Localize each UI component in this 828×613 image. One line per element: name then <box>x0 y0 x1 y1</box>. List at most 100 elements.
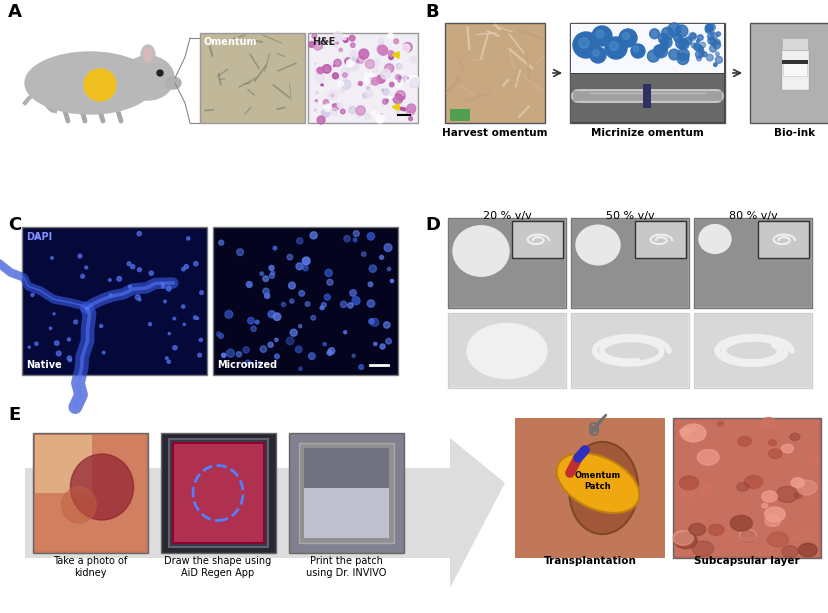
Circle shape <box>705 25 712 32</box>
Circle shape <box>402 97 404 99</box>
Circle shape <box>358 82 362 86</box>
Circle shape <box>407 77 408 79</box>
Circle shape <box>264 294 269 299</box>
Circle shape <box>410 75 418 83</box>
Circle shape <box>334 37 339 42</box>
Circle shape <box>333 31 342 41</box>
Circle shape <box>710 32 716 40</box>
Circle shape <box>173 318 176 320</box>
Text: Print the patch
using Dr. INVIVO: Print the patch using Dr. INVIVO <box>306 556 386 577</box>
Circle shape <box>592 50 599 56</box>
Circle shape <box>99 324 103 327</box>
Ellipse shape <box>673 532 696 549</box>
Circle shape <box>366 87 369 89</box>
Circle shape <box>339 48 342 51</box>
Text: DAPI: DAPI <box>26 232 52 242</box>
Circle shape <box>333 65 335 67</box>
Ellipse shape <box>678 476 698 490</box>
Circle shape <box>698 51 704 56</box>
Circle shape <box>36 235 39 238</box>
Bar <box>161 433 276 553</box>
Circle shape <box>387 267 390 271</box>
Circle shape <box>245 360 250 365</box>
Circle shape <box>353 238 356 242</box>
Text: B: B <box>425 3 438 21</box>
Ellipse shape <box>781 546 797 558</box>
Bar <box>447 218 566 308</box>
Circle shape <box>356 106 365 115</box>
Circle shape <box>148 322 152 326</box>
Bar <box>571 314 687 387</box>
Circle shape <box>365 59 374 69</box>
Ellipse shape <box>767 532 787 547</box>
Circle shape <box>262 276 268 281</box>
Circle shape <box>377 45 386 54</box>
Circle shape <box>251 326 256 332</box>
Circle shape <box>383 322 389 328</box>
Circle shape <box>194 262 198 266</box>
Circle shape <box>676 49 689 61</box>
Circle shape <box>28 346 31 348</box>
Circle shape <box>684 37 691 45</box>
Circle shape <box>31 294 34 297</box>
Circle shape <box>701 51 706 56</box>
Circle shape <box>193 316 197 319</box>
Circle shape <box>260 346 267 352</box>
Circle shape <box>385 338 391 344</box>
Ellipse shape <box>672 531 692 546</box>
Bar <box>693 218 811 308</box>
Circle shape <box>258 362 262 365</box>
Circle shape <box>331 72 335 75</box>
Circle shape <box>344 235 349 242</box>
Circle shape <box>326 280 333 285</box>
Bar <box>169 439 267 547</box>
Circle shape <box>296 238 302 244</box>
Circle shape <box>367 300 374 307</box>
Circle shape <box>295 346 301 352</box>
Bar <box>757 221 808 258</box>
Circle shape <box>355 113 360 118</box>
Circle shape <box>273 313 281 321</box>
Circle shape <box>402 44 409 52</box>
Circle shape <box>56 351 61 356</box>
Circle shape <box>320 84 323 86</box>
Circle shape <box>349 290 356 296</box>
Circle shape <box>690 33 695 39</box>
Circle shape <box>347 303 353 308</box>
Ellipse shape <box>761 503 767 508</box>
Ellipse shape <box>761 491 777 502</box>
Circle shape <box>352 354 355 357</box>
Ellipse shape <box>792 535 797 539</box>
Bar <box>781 60 807 64</box>
Ellipse shape <box>790 478 803 487</box>
Circle shape <box>181 305 185 308</box>
Circle shape <box>255 320 258 324</box>
Text: Native: Native <box>26 360 61 370</box>
Circle shape <box>321 109 330 117</box>
Circle shape <box>274 354 279 359</box>
Circle shape <box>709 45 716 52</box>
Circle shape <box>706 33 713 40</box>
Bar <box>634 221 686 258</box>
Circle shape <box>315 68 320 74</box>
Circle shape <box>699 42 705 48</box>
Bar <box>512 221 562 258</box>
Circle shape <box>368 78 375 85</box>
Circle shape <box>410 56 416 63</box>
Ellipse shape <box>737 436 751 446</box>
Ellipse shape <box>739 531 755 542</box>
Circle shape <box>288 282 295 289</box>
Bar <box>308 33 417 123</box>
Circle shape <box>394 80 402 88</box>
Ellipse shape <box>698 224 730 253</box>
Circle shape <box>321 302 326 307</box>
Circle shape <box>707 37 714 44</box>
Circle shape <box>349 61 358 71</box>
Circle shape <box>226 349 234 357</box>
Circle shape <box>330 94 333 97</box>
Circle shape <box>408 116 412 121</box>
Circle shape <box>272 246 277 250</box>
Bar <box>213 227 397 375</box>
Circle shape <box>271 271 274 275</box>
Circle shape <box>314 109 316 111</box>
